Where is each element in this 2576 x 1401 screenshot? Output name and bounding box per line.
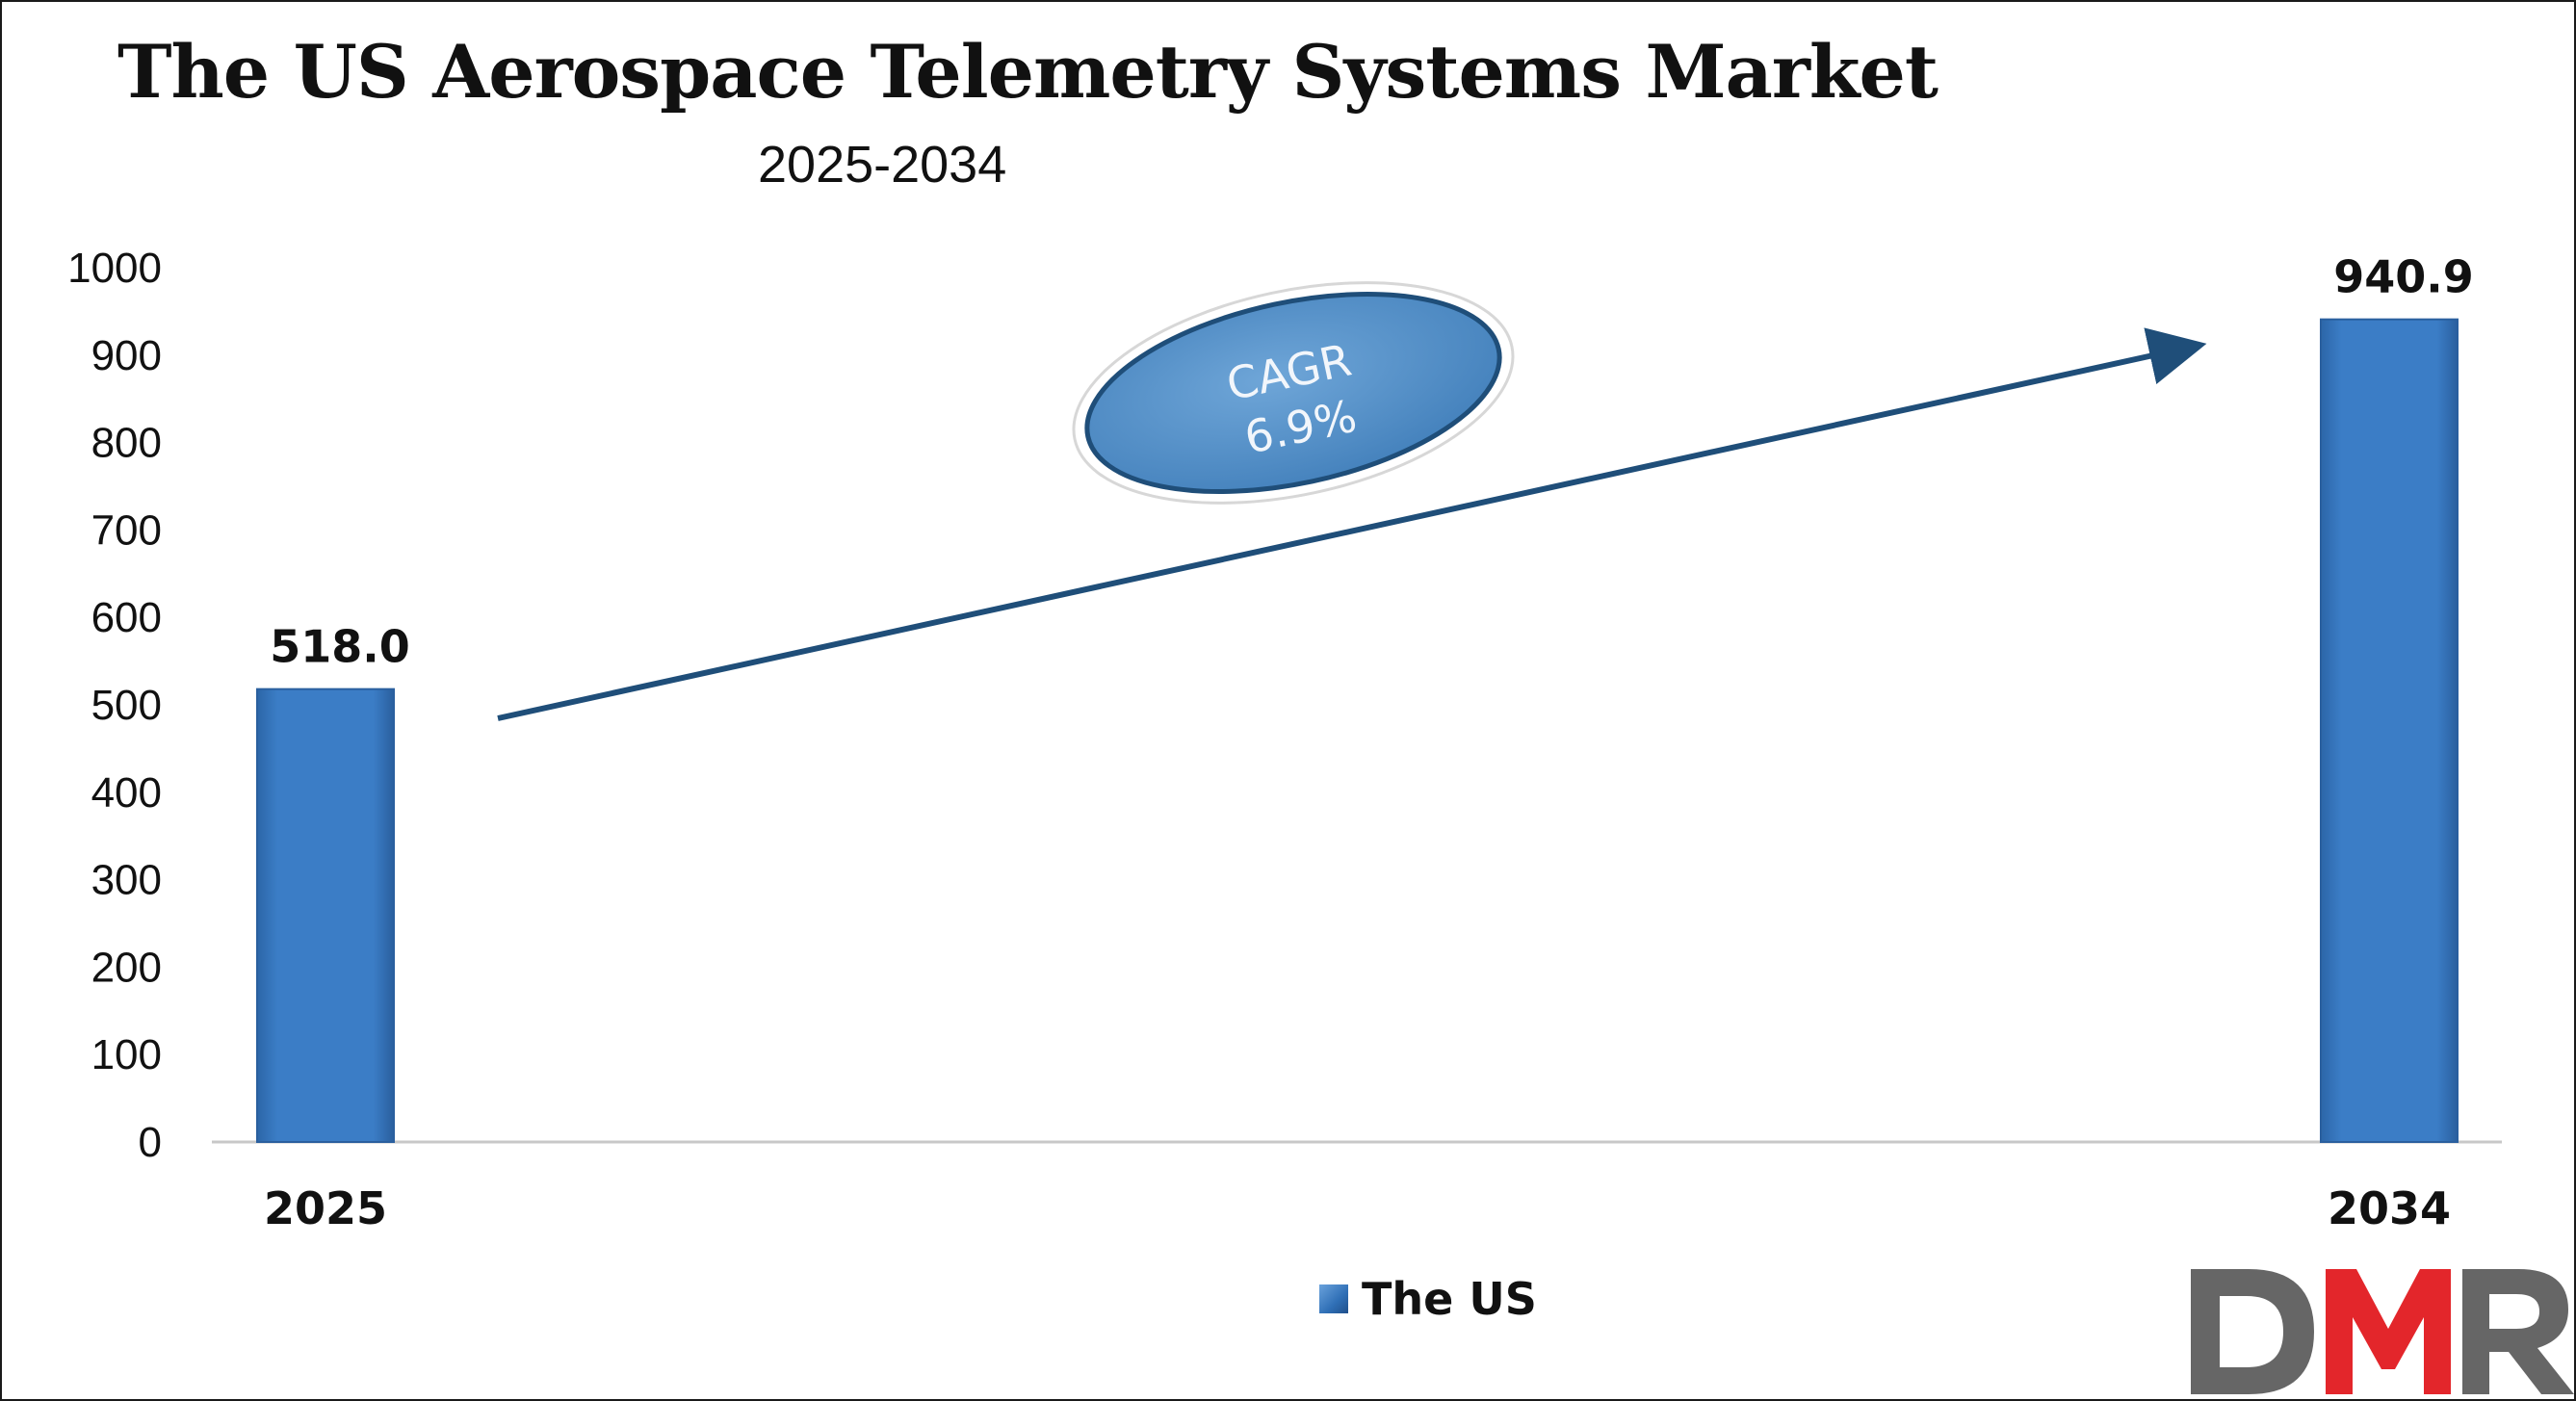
chart-title: The US Aerospace Telemetry Systems Marke… bbox=[117, 29, 1939, 115]
bar-value-label: 940.9 bbox=[2333, 251, 2474, 303]
x-category-label: 2034 bbox=[2328, 1182, 2451, 1234]
cagr-badge: CAGR 6.9% bbox=[1072, 281, 1515, 505]
legend-label: The US bbox=[1362, 1273, 1537, 1325]
y-tick-label: 500 bbox=[91, 682, 162, 729]
y-tick-label: 400 bbox=[91, 769, 162, 817]
growth-arrow bbox=[497, 327, 2207, 721]
bars bbox=[256, 318, 2459, 1144]
chart-subtitle: 2025-2034 bbox=[758, 136, 1007, 194]
logo-letter-d bbox=[2191, 1269, 2314, 1394]
y-tick-label: 800 bbox=[91, 420, 162, 467]
legend-swatch bbox=[1319, 1284, 1348, 1313]
y-tick-label: 600 bbox=[91, 594, 162, 641]
y-tick-label: 0 bbox=[139, 1119, 162, 1166]
legend: The US bbox=[1319, 1273, 1537, 1325]
category-labels: 2025 2034 bbox=[264, 1182, 2451, 1234]
bar-value-label: 518.0 bbox=[270, 621, 410, 673]
x-category-label: 2025 bbox=[264, 1182, 387, 1234]
y-axis: 0 100 200 300 400 500 600 700 800 900 1000 bbox=[67, 245, 162, 1166]
y-tick-label: 700 bbox=[91, 506, 162, 554]
bar-2034 bbox=[2320, 318, 2459, 1144]
data-labels: 518.0 940.9 bbox=[270, 251, 2474, 673]
logo-letter-m bbox=[2326, 1269, 2451, 1394]
y-tick-label: 300 bbox=[91, 857, 162, 904]
y-tick-label: 900 bbox=[91, 332, 162, 379]
logo-letter-r bbox=[2462, 1269, 2574, 1394]
dmr-logo bbox=[2191, 1269, 2574, 1394]
y-tick-label: 200 bbox=[91, 944, 162, 991]
bar-2025 bbox=[256, 688, 395, 1143]
y-tick-label: 100 bbox=[91, 1031, 162, 1078]
y-tick-label: 1000 bbox=[67, 245, 162, 292]
